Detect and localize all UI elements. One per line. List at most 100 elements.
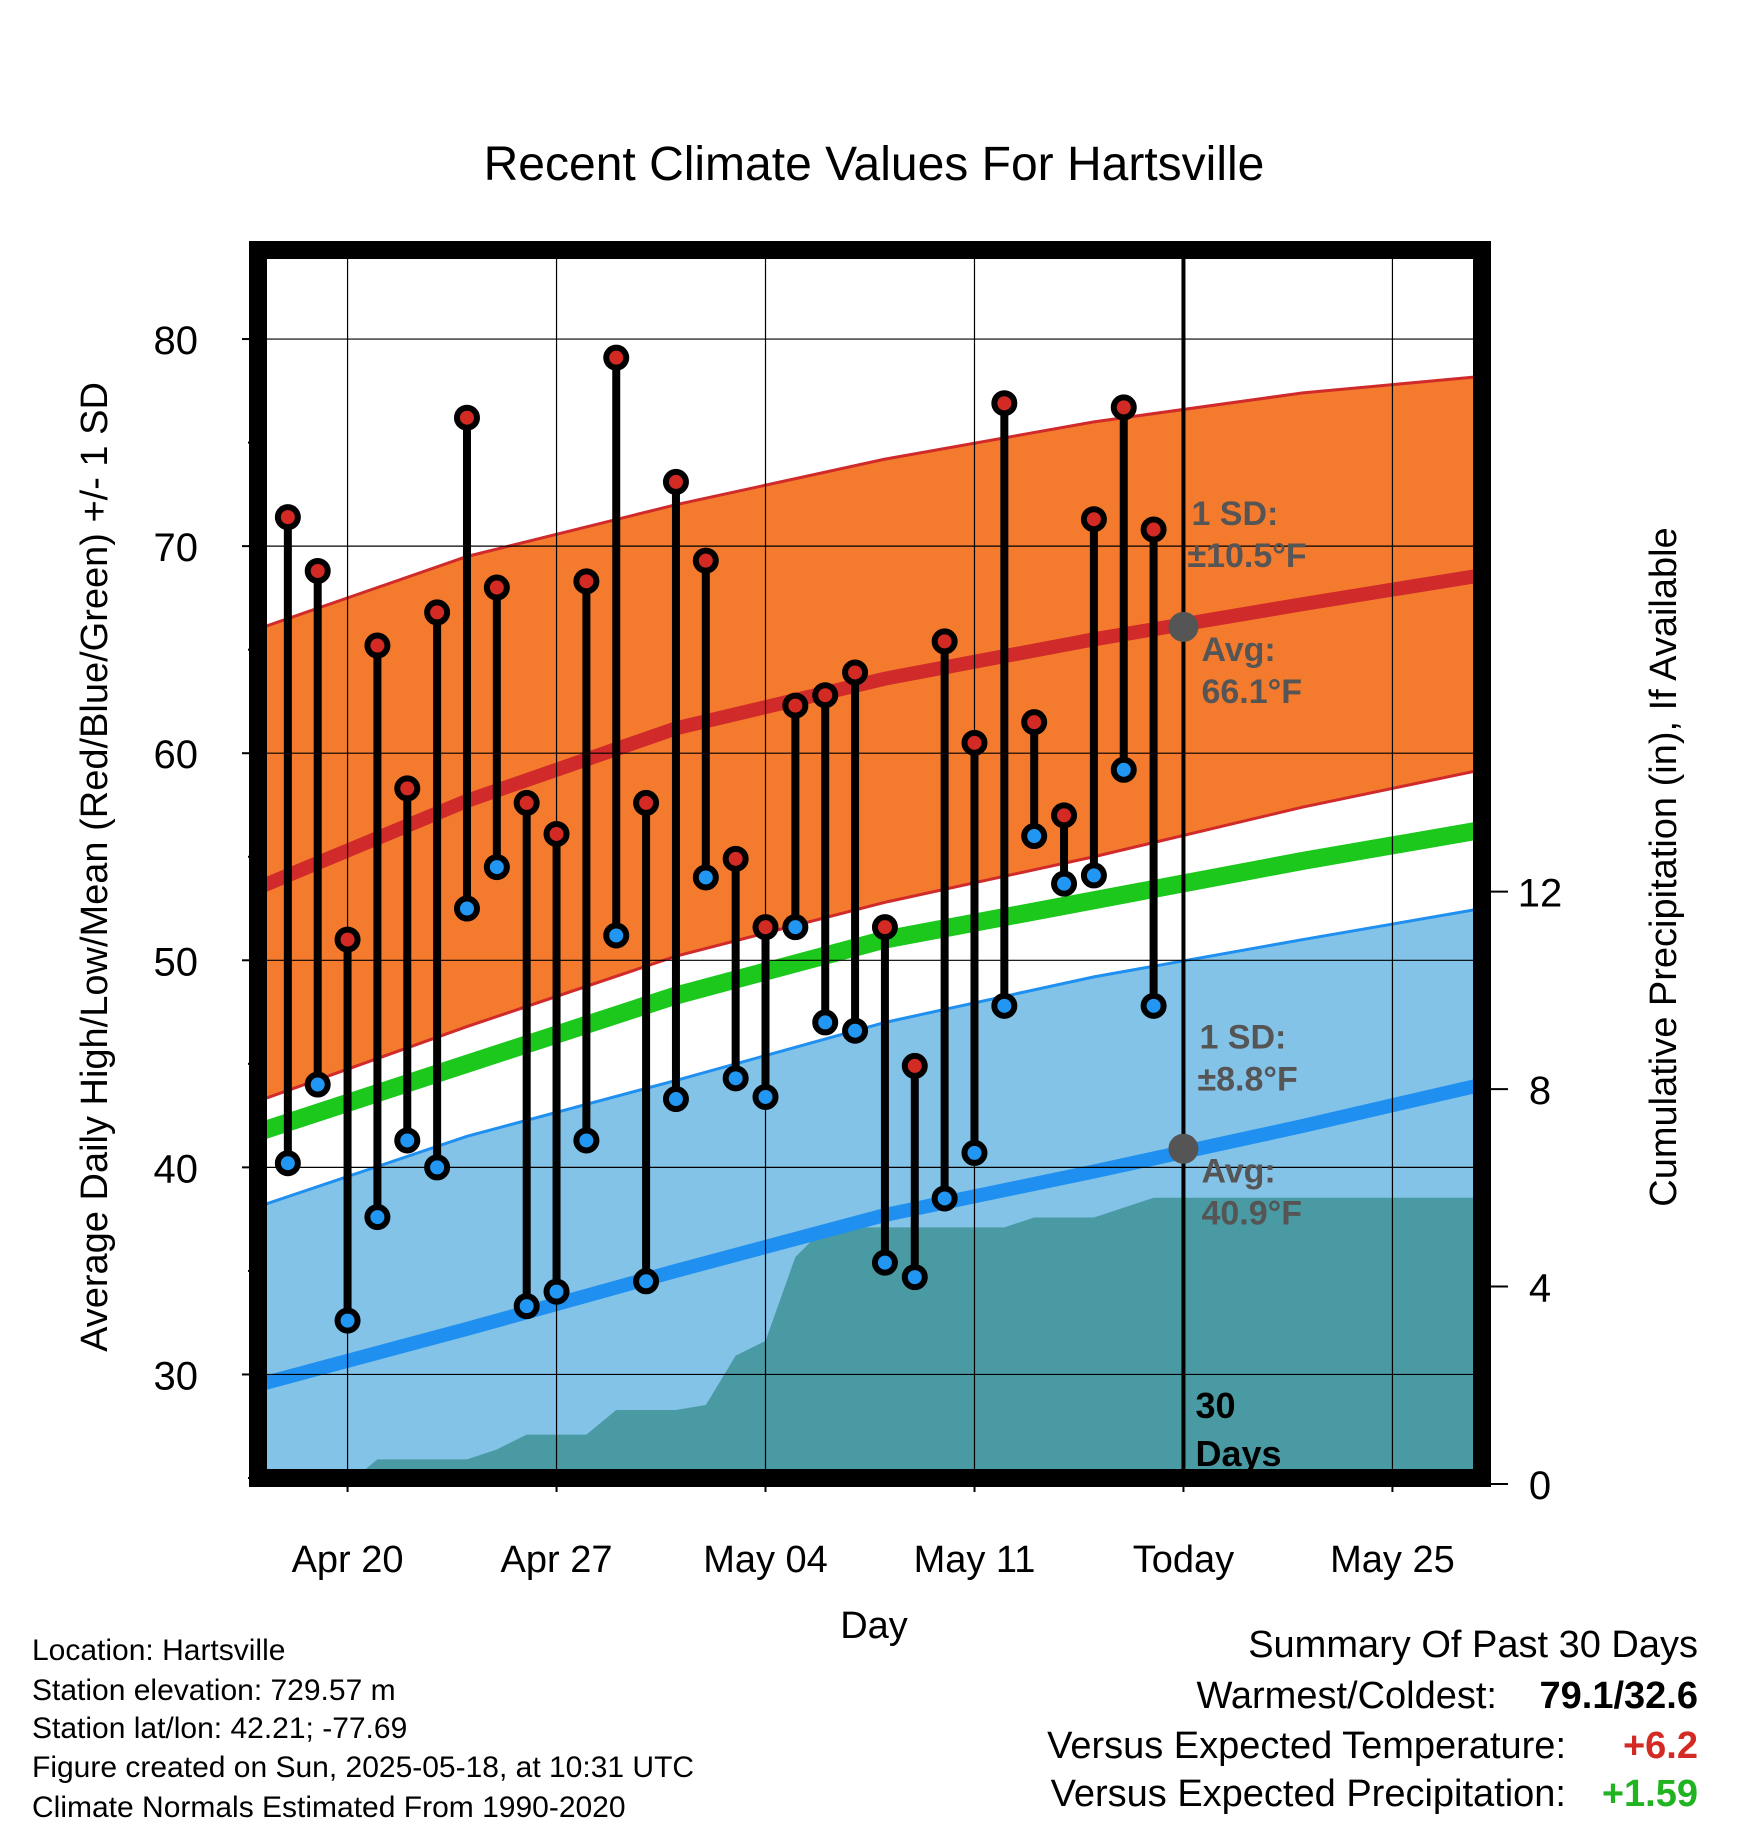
- station-info: Location: Hartsville Station elevation: …: [32, 1634, 694, 1824]
- high-avg-value: 66.1°F: [1201, 673, 1302, 711]
- today-low-avg-marker: [1168, 1133, 1199, 1164]
- station-elevation: Station elevation: 729.57 m: [32, 1674, 396, 1707]
- low-avg-value: 40.9°F: [1201, 1195, 1302, 1233]
- high-temp-point: [364, 632, 391, 659]
- low-temp-point: [842, 1017, 869, 1044]
- low-temp-point: [1140, 992, 1167, 1019]
- plot-area: 1 SD: ±10.5°F Avg: 66.1°F 1 SD: ±8.8°F Avg: 40.…: [154, 241, 1563, 1581]
- precip-vs-expected-label: Versus Expected Precipitation:: [1051, 1773, 1566, 1815]
- y-tick-label: 40: [154, 1147, 199, 1191]
- high-temp-point: [901, 1052, 928, 1079]
- high-temp-point: [931, 628, 958, 655]
- high-temp-point: [453, 404, 480, 431]
- low-temp-point: [1021, 823, 1048, 850]
- high-sd-value: ±10.5°F: [1187, 537, 1306, 575]
- y-axis-label-left: Average Daily High/Low/Mean (Red/Blue/Gr…: [74, 382, 116, 1352]
- y-tick-label: 70: [154, 526, 199, 570]
- high-temp-point: [424, 599, 451, 626]
- x-tick-label: Today: [1133, 1539, 1234, 1581]
- low-sd-label: 1 SD:: [1199, 1019, 1286, 1057]
- low-temp-point: [453, 895, 480, 922]
- high-temp-point: [543, 820, 570, 847]
- low-temp-point: [394, 1127, 421, 1154]
- high-temp-point: [722, 845, 749, 872]
- x-tick-label: May 04: [703, 1539, 828, 1581]
- low-temp-point: [662, 1086, 689, 1113]
- plot-frame: [249, 241, 1491, 1487]
- x-axis-label: Day: [840, 1605, 908, 1647]
- precip-vs-expected-value: +1.59: [1602, 1773, 1698, 1815]
- x-tick-label: Apr 20: [292, 1539, 404, 1581]
- high-temp-point: [692, 547, 719, 574]
- figure-created: Figure created on Sun, 2025-05-18, at 10…: [32, 1751, 694, 1784]
- low-temp-point: [633, 1268, 660, 1295]
- low-temp-point: [692, 864, 719, 891]
- low-temp-point: [901, 1264, 928, 1291]
- chart-title: Recent Climate Values For Hartsville: [484, 138, 1265, 191]
- high-temp-point: [633, 789, 660, 816]
- y-right-tick-label: 4: [1529, 1267, 1551, 1311]
- high-temp-point: [842, 659, 869, 686]
- low-temp-point: [782, 914, 809, 941]
- high-temp-point: [782, 692, 809, 719]
- low-temp-point: [513, 1293, 540, 1320]
- low-temp-point: [752, 1083, 779, 1110]
- high-temp-point: [483, 574, 510, 601]
- low-temp-point: [812, 1009, 839, 1036]
- low-temp-point: [1080, 862, 1107, 889]
- high-temp-point: [1140, 516, 1167, 543]
- low-temp-point: [603, 922, 630, 949]
- low-temp-point: [573, 1127, 600, 1154]
- summary-title: Summary Of Past 30 Days: [1248, 1624, 1698, 1666]
- high-temp-point: [871, 914, 898, 941]
- station-latlon: Station lat/lon: 42.21; -77.69: [32, 1712, 407, 1745]
- y-right-tick-label: 0: [1529, 1464, 1551, 1508]
- temp-vs-expected-value: +6.2: [1623, 1725, 1698, 1767]
- today-high-avg-marker: [1168, 611, 1199, 642]
- high-temp-point: [573, 568, 600, 595]
- plot-content: [258, 250, 1482, 1478]
- summary-panel: Summary Of Past 30 Days Warmest/Coldest:…: [1047, 1624, 1698, 1815]
- low-temp-point: [483, 854, 510, 881]
- high-temp-point: [991, 390, 1018, 417]
- low-temp-point: [931, 1185, 958, 1212]
- x-tick-label: May 11: [914, 1539, 1036, 1581]
- low-temp-point: [304, 1071, 331, 1098]
- station-location: Location: Hartsville: [32, 1634, 285, 1667]
- low-temp-point: [364, 1204, 391, 1231]
- high-temp-point: [603, 344, 630, 371]
- x-tick-label: May 25: [1330, 1539, 1455, 1581]
- high-sd-label: 1 SD:: [1191, 495, 1278, 533]
- warm-cold-label: Warmest/Coldest:: [1196, 1675, 1497, 1717]
- high-temp-point: [1080, 506, 1107, 533]
- window-label-days: Days: [1195, 1433, 1281, 1474]
- high-temp-point: [394, 775, 421, 802]
- high-avg-label: Avg:: [1201, 631, 1275, 669]
- low-temp-point: [722, 1065, 749, 1092]
- y-right-tick-label: 8: [1529, 1069, 1551, 1113]
- x-tick-label: Apr 27: [501, 1539, 613, 1581]
- y-right-tick-label: 12: [1518, 872, 1563, 916]
- high-temp-point: [1051, 802, 1078, 829]
- high-temp-point: [304, 557, 331, 584]
- low-temp-point: [961, 1139, 988, 1166]
- high-temp-point: [1110, 394, 1137, 421]
- high-temp-point: [662, 468, 689, 495]
- high-sd-lower-line: [258, 768, 1482, 1103]
- low-temp-point: [334, 1307, 361, 1334]
- y-tick-label: 30: [154, 1354, 199, 1398]
- high-temp-point: [1021, 709, 1048, 736]
- low-temp-point: [1110, 756, 1137, 783]
- high-temp-point: [752, 914, 779, 941]
- y-tick-label: 50: [154, 940, 199, 984]
- low-temp-point: [543, 1278, 570, 1305]
- climate-normals-period: Climate Normals Estimated From 1990-2020: [32, 1791, 626, 1824]
- precip-area: [354, 1197, 1482, 1478]
- temp-vs-expected-label: Versus Expected Temperature:: [1047, 1725, 1566, 1767]
- warm-cold-value: 79.1/32.6: [1540, 1675, 1698, 1717]
- low-avg-label: Avg:: [1201, 1153, 1275, 1191]
- high-temp-point: [812, 682, 839, 709]
- y-tick-label: 60: [154, 733, 199, 777]
- high-sd-band: [258, 376, 1482, 1102]
